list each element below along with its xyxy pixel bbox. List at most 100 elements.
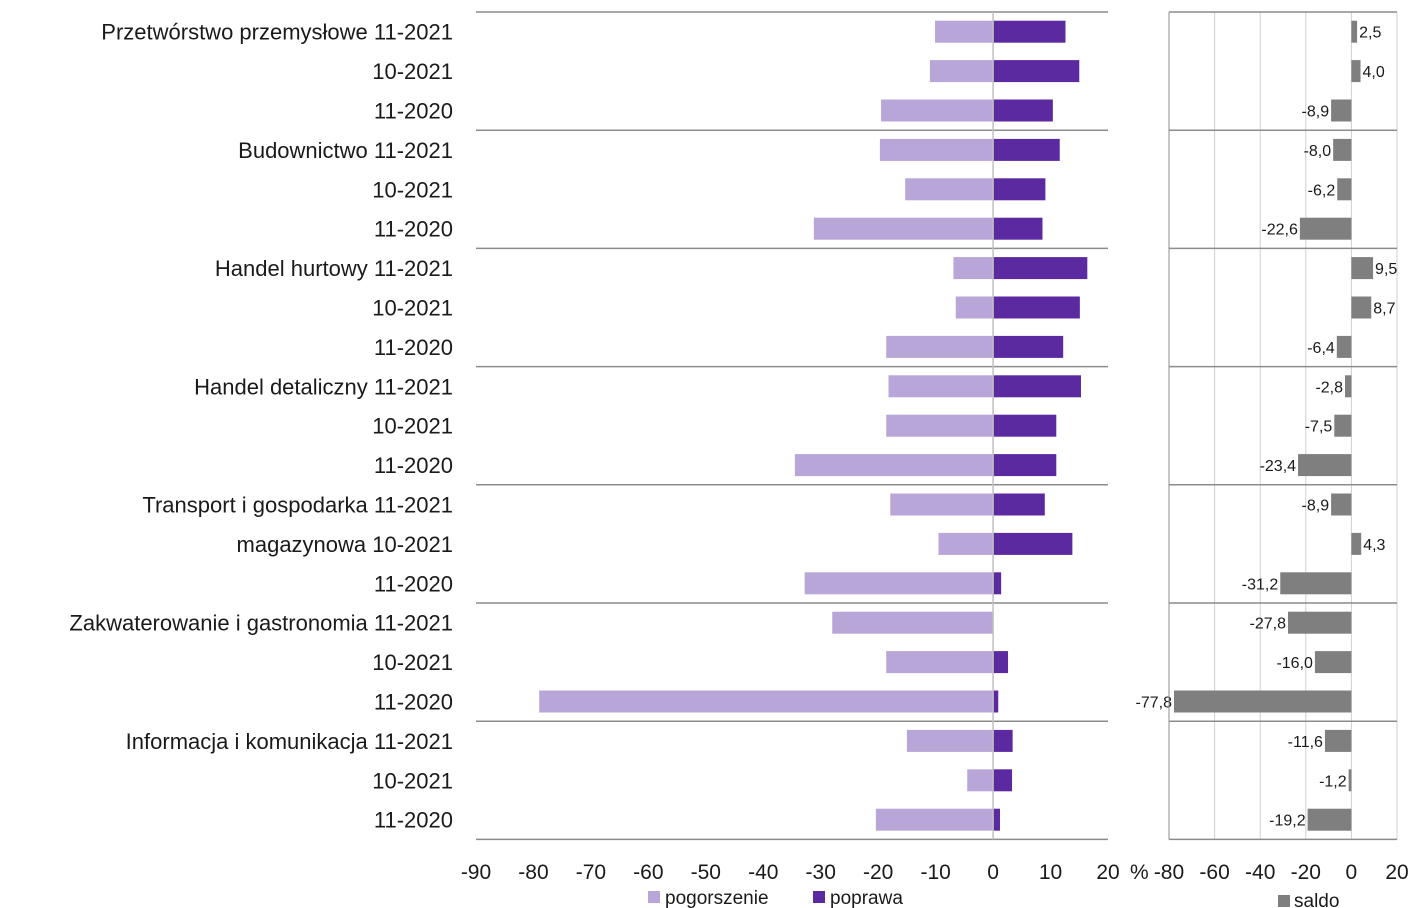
pogorszenie-bar xyxy=(955,296,994,319)
row-label: Budownictwo 11-2021 xyxy=(238,138,453,163)
saldo-bar xyxy=(1351,257,1374,280)
poprawa-bar xyxy=(993,178,1046,201)
saldo-x-tick-label: -40 xyxy=(1245,861,1275,884)
poprawa-bar xyxy=(993,493,1045,516)
x-tick-label: -20 xyxy=(863,861,893,884)
pogorszenie-bar xyxy=(888,375,994,398)
saldo-data-label: -27,8 xyxy=(1250,616,1287,633)
pogorszenie-bar xyxy=(929,60,994,83)
poprawa-bar xyxy=(993,20,1066,43)
saldo-data-label: -7,5 xyxy=(1305,419,1333,436)
saldo-x-tick-label: -80 xyxy=(1154,861,1184,884)
pogorszenie-bar xyxy=(905,178,994,201)
poprawa-bar xyxy=(993,572,1002,595)
saldo-bar xyxy=(1331,493,1352,516)
poprawa-bar xyxy=(993,217,1043,240)
saldo-bar xyxy=(1288,611,1352,634)
pogorszenie-bar xyxy=(890,493,994,516)
x-tick-label: -60 xyxy=(633,861,663,884)
row-label: 10-2021 xyxy=(372,768,453,793)
saldo-data-label: -19,2 xyxy=(1269,813,1306,830)
poprawa-bar xyxy=(993,729,1013,752)
saldo-bar xyxy=(1351,60,1361,83)
saldo-data-label: 8,7 xyxy=(1373,301,1395,318)
x-tick-label: -50 xyxy=(691,861,721,884)
legend-swatch-saldo xyxy=(1278,895,1290,907)
pogorszenie-bar xyxy=(879,138,994,161)
poprawa-bar xyxy=(993,414,1057,437)
saldo-x-tick-label: 20 xyxy=(1385,861,1408,884)
legend-label: saldo xyxy=(1294,891,1339,908)
pogorszenie-bar xyxy=(832,611,994,634)
saldo-bar xyxy=(1174,690,1352,713)
x-unit-label: % xyxy=(1130,861,1149,884)
pogorszenie-bar xyxy=(953,257,994,280)
saldo-data-label: 9,5 xyxy=(1375,261,1397,278)
row-label: 10-2021 xyxy=(372,177,453,202)
saldo-data-label: -6,4 xyxy=(1307,340,1335,357)
pogorszenie-bar xyxy=(875,808,994,831)
saldo-data-label: -6,2 xyxy=(1308,182,1336,199)
poprawa-bar xyxy=(993,335,1064,358)
saldo-bar xyxy=(1280,572,1352,595)
saldo-bar xyxy=(1334,414,1352,437)
pogorszenie-bar xyxy=(935,20,994,43)
row-label: 11-2020 xyxy=(374,808,453,833)
saldo-x-tick-label: -20 xyxy=(1291,861,1321,884)
pogorszenie-bar xyxy=(938,532,994,555)
saldo-bar xyxy=(1348,769,1352,792)
row-label: 11-2020 xyxy=(374,571,453,596)
saldo-data-label: 4,3 xyxy=(1363,537,1385,554)
saldo-data-label: 4,0 xyxy=(1363,64,1385,81)
row-label: 11-2020 xyxy=(374,99,453,124)
x-tick-label: 20 xyxy=(1096,861,1119,884)
legend-swatch-poprawa xyxy=(813,891,825,903)
saldo-bar xyxy=(1299,217,1352,240)
row-label: Handel hurtowy 11-2021 xyxy=(215,256,453,281)
pogorszenie-bar xyxy=(813,217,994,240)
saldo-bar xyxy=(1351,532,1362,555)
pogorszenie-bar xyxy=(886,414,994,437)
x-tick-label: -70 xyxy=(576,861,606,884)
x-tick-label: -90 xyxy=(461,861,491,884)
saldo-x-tick-label: -60 xyxy=(1199,861,1229,884)
legend-label: pogorszenie xyxy=(665,888,769,908)
row-label: 10-2021 xyxy=(372,296,453,321)
saldo-bar xyxy=(1336,335,1352,358)
poprawa-bar xyxy=(993,651,1009,674)
poprawa-bar xyxy=(993,690,999,713)
saldo-data-label: -16,0 xyxy=(1276,655,1313,672)
diverging-bar-chart: Przetwórstwo przemysłowe 11-2021 10-2021 1… xyxy=(69,11,1149,884)
row-label: magazynowa 10-2021 xyxy=(237,532,453,557)
poprawa-bar xyxy=(993,532,1073,555)
saldo-bar xyxy=(1314,651,1352,674)
x-tick-label: 0 xyxy=(987,861,999,884)
poprawa-bar xyxy=(993,375,1081,398)
saldo-data-label: -31,2 xyxy=(1242,576,1279,593)
legend-label: poprawa xyxy=(830,888,903,908)
saldo-data-label: -1,2 xyxy=(1319,773,1347,790)
legend-swatch-pogorszenie xyxy=(648,891,660,903)
pogorszenie-bar xyxy=(539,690,994,713)
pogorszenie-bar xyxy=(886,651,994,674)
row-label: Przetwórstwo przemysłowe 11-2021 xyxy=(101,20,453,45)
saldo-data-label: -8,9 xyxy=(1302,104,1330,121)
saldo-data-label: 2,5 xyxy=(1359,25,1381,42)
saldo-bar xyxy=(1333,138,1352,161)
x-tick-label: -40 xyxy=(748,861,778,884)
saldo-data-label: -8,9 xyxy=(1302,498,1330,515)
poprawa-bar xyxy=(993,769,1013,792)
saldo-bar xyxy=(1307,808,1352,831)
pogorszenie-bar xyxy=(804,572,994,595)
poprawa-bar xyxy=(993,454,1057,477)
row-label: Zakwaterowanie i gastronomia 11-2021 xyxy=(69,611,453,636)
saldo-bar xyxy=(1337,178,1352,201)
row-label: Informacja i komunikacja 11-2021 xyxy=(126,729,453,754)
row-label: 11-2020 xyxy=(374,453,453,478)
saldo-bar xyxy=(1351,296,1372,319)
saldo-bar xyxy=(1331,99,1352,122)
pogorszenie-bar xyxy=(881,99,994,122)
pogorszenie-bar xyxy=(886,335,994,358)
poprawa-bar xyxy=(993,60,1080,83)
row-label: Transport i gospodarka 11-2021 xyxy=(142,493,453,518)
